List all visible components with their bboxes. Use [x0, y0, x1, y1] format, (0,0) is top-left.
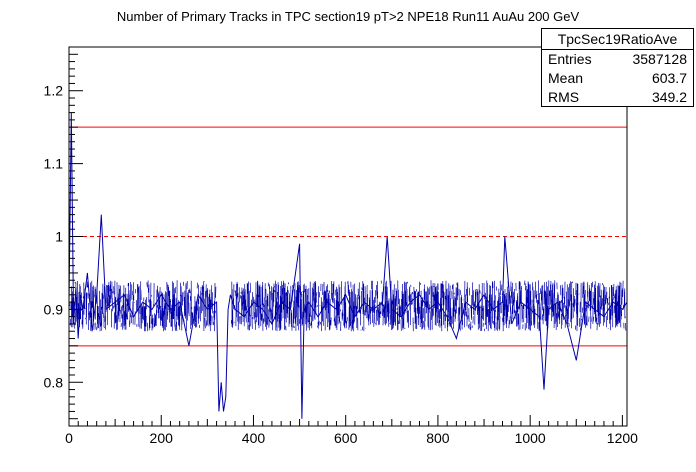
- stats-name: TpcSec19RatioAve: [542, 29, 693, 50]
- stats-value: 3587128: [632, 51, 687, 67]
- series-line: [68, 112, 628, 419]
- x-tick-label: 600: [334, 430, 358, 446]
- x-tick-label: 200: [150, 430, 174, 446]
- y-tick-label: 0.9: [44, 301, 64, 317]
- stats-value: 603.7: [651, 70, 687, 86]
- stats-box: TpcSec19RatioAve Entries 3587128 Mean 60…: [541, 28, 694, 107]
- stats-value: 349.2: [651, 89, 687, 105]
- y-tick-label: 0.8: [44, 374, 64, 390]
- x-tick-label: 800: [426, 430, 450, 446]
- stats-label: Entries: [548, 51, 592, 67]
- stats-label: Mean: [548, 70, 584, 86]
- x-tick-label: 0: [65, 430, 73, 446]
- stats-row-mean: Mean 603.7: [542, 69, 693, 88]
- stats-row-entries: Entries 3587128: [542, 50, 693, 69]
- chart-title: Number of Primary Tracks in TPC section1…: [116, 9, 580, 24]
- stats-label: RMS: [548, 89, 580, 105]
- y-tick-label: 1.1: [44, 156, 64, 172]
- x-tick-label: 400: [242, 430, 266, 446]
- series-noise: [69, 280, 627, 332]
- y-tick-label: 1.2: [44, 83, 64, 99]
- stats-row-rms: RMS 349.2: [542, 88, 693, 107]
- y-tick-label: 1: [55, 229, 63, 245]
- x-tick-label: 1200: [607, 430, 638, 446]
- x-tick-label: 1000: [515, 430, 546, 446]
